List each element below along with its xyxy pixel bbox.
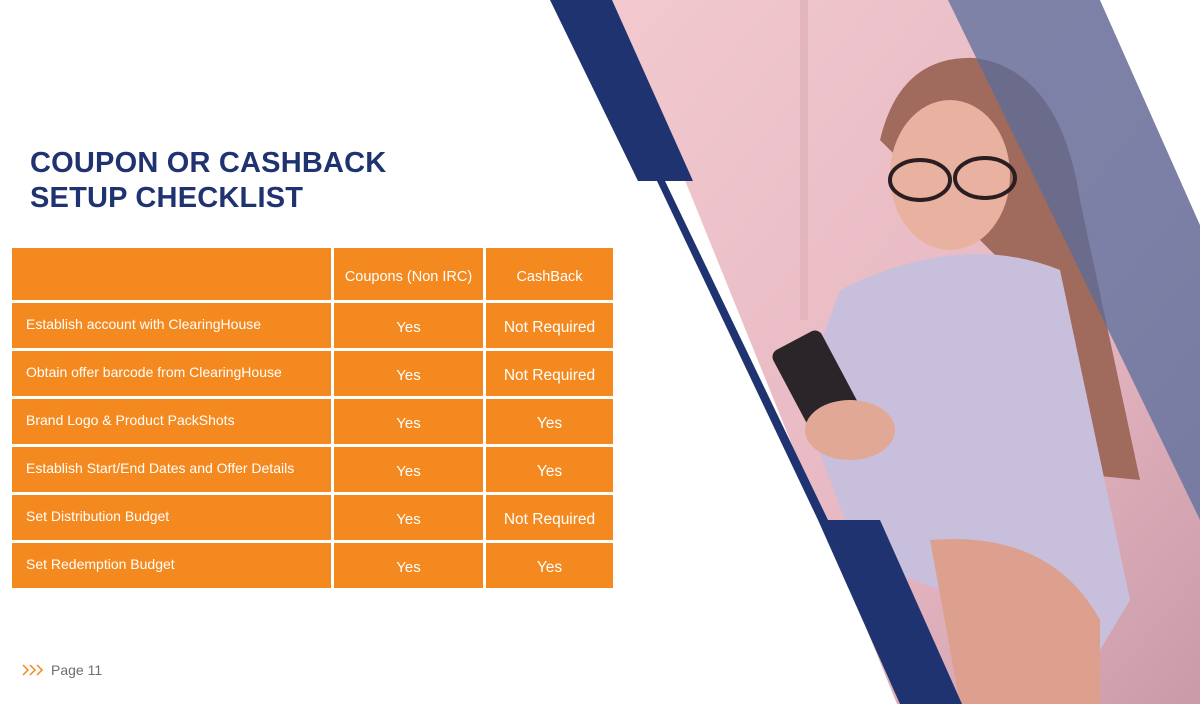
page-title: COUPON OR CASHBACK SETUP CHECKLIST [30,146,386,216]
coupons-value: Yes [334,543,483,588]
navy-line [657,181,828,520]
row-label: Establish account with ClearingHouse [12,303,331,348]
header-cell-empty [12,248,331,300]
navy-band-top [550,0,693,181]
coupons-value: Yes [334,351,483,396]
cashback-value: Not Required [486,351,613,396]
checklist-table: Coupons (Non IRC) CashBack Establish acc… [9,245,616,591]
triple-chevron-right-icon [22,664,44,676]
table-row: Set Redemption Budget Yes Yes [12,543,613,588]
header-cashback: CashBack [486,248,613,300]
coupons-value: Yes [334,399,483,444]
row-label: Set Redemption Budget [12,543,331,588]
woman-with-phone-photo [772,57,1140,704]
page-footer: Page 11 [22,662,102,678]
cashback-value: Not Required [486,495,613,540]
title-line-2: SETUP CHECKLIST [30,182,304,214]
row-label: Brand Logo & Product PackShots [12,399,331,444]
page-number: Page 11 [51,662,103,678]
header-coupons: Coupons (Non IRC) [334,248,483,300]
cashback-value: Not Required [486,303,613,348]
coupons-value: Yes [334,495,483,540]
translucent-blue-band [948,0,1200,520]
table-row: Brand Logo & Product PackShots Yes Yes [12,399,613,444]
coupons-value: Yes [334,447,483,492]
cashback-value: Yes [486,447,613,492]
table-row: Set Distribution Budget Yes Not Required [12,495,613,540]
cashback-value: Yes [486,399,613,444]
window-frame [800,0,808,320]
white-corner [1100,0,1200,225]
coupons-value: Yes [334,303,483,348]
cashback-value: Yes [486,543,613,588]
row-label: Obtain offer barcode from ClearingHouse [12,351,331,396]
table-row: Establish account with ClearingHouse Yes… [12,303,613,348]
row-label: Establish Start/End Dates and Offer Deta… [12,447,331,492]
navy-band-bottom [818,520,962,704]
table-row: Establish Start/End Dates and Offer Deta… [12,447,613,492]
title-line-1: COUPON OR CASHBACK [30,147,387,179]
table-header-row: Coupons (Non IRC) CashBack [12,248,613,300]
table-row: Obtain offer barcode from ClearingHouse … [12,351,613,396]
row-label: Set Distribution Budget [12,495,331,540]
